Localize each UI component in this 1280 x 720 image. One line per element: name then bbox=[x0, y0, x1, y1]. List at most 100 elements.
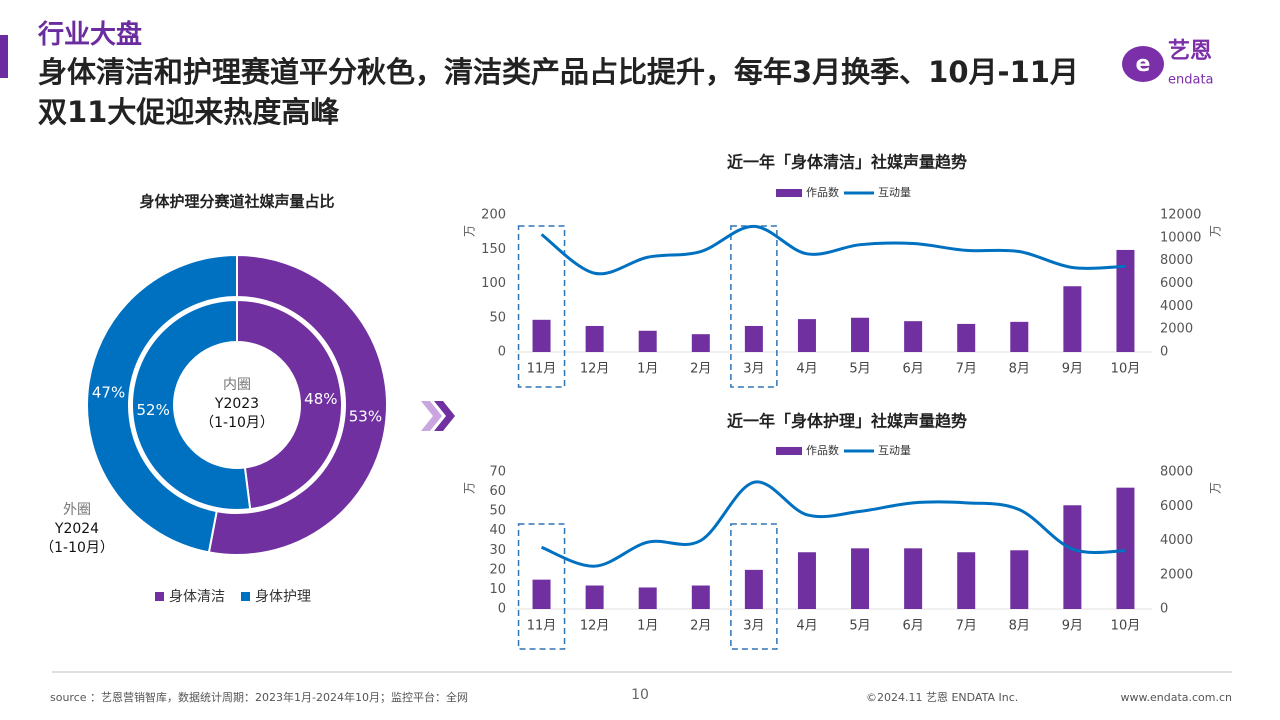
legend-swatch bbox=[155, 592, 164, 601]
legend-label: 互动量 bbox=[878, 444, 911, 457]
bar bbox=[1116, 249, 1135, 352]
bar bbox=[691, 585, 710, 609]
x-tick-label: 7月 bbox=[956, 362, 977, 377]
line bbox=[540, 224, 1126, 276]
x-tick-label: 4月 bbox=[796, 619, 817, 634]
data-label: 47% bbox=[92, 383, 125, 401]
y2-tick-label: 8000 bbox=[1160, 253, 1193, 268]
y2-unit: 万 bbox=[1209, 482, 1223, 494]
logo-name: 艺恩 bbox=[1168, 38, 1212, 64]
x-tick-label: 8月 bbox=[1009, 362, 1030, 377]
legend-swatch bbox=[241, 592, 250, 601]
bar bbox=[1010, 550, 1029, 609]
highlight-box bbox=[517, 523, 566, 650]
x-tick-label: 6月 bbox=[902, 362, 923, 377]
y2-tick-label: 6000 bbox=[1160, 276, 1193, 291]
y-tick-label: 30 bbox=[489, 543, 506, 558]
y2-tick-label: 0 bbox=[1160, 602, 1168, 617]
x-tick-label: 10月 bbox=[1111, 362, 1141, 377]
y-tick-label: 60 bbox=[489, 484, 506, 499]
logo-glyph: e bbox=[1136, 52, 1151, 77]
line bbox=[540, 480, 1126, 568]
bar bbox=[744, 325, 763, 352]
logo-brand: endata bbox=[1168, 73, 1214, 88]
y-unit: 万 bbox=[463, 482, 477, 494]
x-tick-label: 1月 bbox=[637, 619, 658, 634]
donut-segment bbox=[236, 298, 343, 511]
highlight-box bbox=[517, 225, 566, 388]
legend-label: 互动量 bbox=[878, 186, 911, 199]
bar bbox=[585, 585, 604, 609]
bar bbox=[638, 587, 657, 609]
bar bbox=[744, 569, 763, 609]
ring-range: （1-10月） bbox=[200, 415, 274, 431]
y-tick-label: 20 bbox=[489, 562, 506, 577]
ring-period: Y2023 bbox=[214, 396, 259, 412]
x-tick-label: 12月 bbox=[580, 362, 610, 377]
y2-tick-label: 4000 bbox=[1160, 533, 1193, 548]
footer-copyright: ©2024.11 艺恩 ENDATA Inc. bbox=[866, 691, 1018, 704]
page-number: 10 bbox=[631, 687, 649, 703]
bar bbox=[957, 323, 976, 352]
y2-unit: 万 bbox=[1209, 225, 1223, 237]
legend-swatch bbox=[776, 189, 802, 197]
page-title: 身体清洁和护理赛道平分秋色，清洁类产品占比提升，每年3月换季、10月-11月双1… bbox=[38, 55, 1079, 129]
bar bbox=[797, 552, 816, 609]
x-tick-label: 5月 bbox=[849, 619, 870, 634]
y2-tick-label: 2000 bbox=[1160, 322, 1193, 337]
y2-tick-label: 0 bbox=[1160, 345, 1168, 360]
y-unit: 万 bbox=[463, 225, 477, 237]
x-tick-label: 9月 bbox=[1062, 619, 1083, 634]
x-tick-label: 9月 bbox=[1062, 362, 1083, 377]
chart-title: 近一年「身体护理」社媒声量趋势 bbox=[727, 412, 967, 431]
y2-tick-label: 12000 bbox=[1160, 208, 1201, 223]
data-label: 52% bbox=[136, 401, 169, 419]
x-tick-label: 7月 bbox=[956, 619, 977, 634]
ring-period: Y2024 bbox=[54, 521, 99, 537]
bar bbox=[1063, 505, 1082, 609]
bar bbox=[532, 319, 551, 352]
y-tick-label: 200 bbox=[481, 208, 506, 223]
y-tick-label: 50 bbox=[489, 310, 506, 325]
bar bbox=[1116, 487, 1135, 609]
x-tick-label: 11月 bbox=[527, 619, 557, 634]
bar bbox=[1010, 321, 1029, 352]
x-tick-label: 3月 bbox=[743, 362, 764, 377]
bar bbox=[957, 552, 976, 609]
bar bbox=[532, 579, 551, 609]
footer-source: source ：艺恩营销智库，数据统计周期：2023年1月-2024年10月；监… bbox=[50, 690, 468, 704]
x-tick-label: 11月 bbox=[527, 362, 557, 377]
y2-tick-label: 6000 bbox=[1160, 499, 1193, 514]
bar bbox=[851, 317, 870, 352]
x-tick-label: 5月 bbox=[849, 362, 870, 377]
bar bbox=[797, 319, 816, 352]
y2-tick-label: 8000 bbox=[1160, 465, 1193, 480]
bar bbox=[1063, 286, 1082, 352]
x-tick-label: 12月 bbox=[580, 619, 610, 634]
y2-tick-label: 10000 bbox=[1160, 230, 1201, 245]
legend-label: 身体清洁 bbox=[169, 589, 225, 605]
x-tick-label: 4月 bbox=[796, 362, 817, 377]
x-tick-label: 2月 bbox=[690, 619, 711, 634]
x-tick-label: 8月 bbox=[1009, 619, 1030, 634]
bar bbox=[691, 334, 710, 352]
legend-swatch bbox=[776, 447, 802, 455]
chevrons bbox=[421, 401, 455, 431]
accent-bar bbox=[0, 35, 8, 78]
y-tick-label: 50 bbox=[489, 504, 506, 519]
y-tick-label: 0 bbox=[498, 345, 506, 360]
ring-name: 内圈 bbox=[223, 377, 251, 393]
y-tick-label: 150 bbox=[481, 242, 506, 257]
y-tick-label: 70 bbox=[489, 465, 506, 480]
y-tick-label: 10 bbox=[489, 582, 506, 597]
x-tick-label: 6月 bbox=[902, 619, 923, 634]
ring-name: 外圈 bbox=[63, 502, 91, 518]
legend-label: 作品数 bbox=[806, 186, 839, 199]
data-label: 48% bbox=[304, 390, 337, 408]
donut-segment bbox=[131, 298, 252, 511]
y-tick-label: 40 bbox=[489, 523, 506, 538]
x-tick-label: 1月 bbox=[637, 362, 658, 377]
bar bbox=[585, 325, 604, 352]
